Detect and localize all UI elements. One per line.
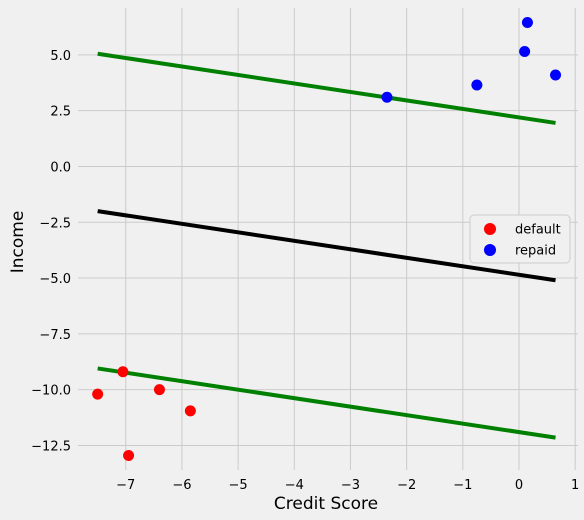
x-tick-label: −3 [341,478,360,493]
y-tick-label: 2.5 [50,105,71,120]
y-tick-label: −7.5 [39,328,71,343]
repaid-point [521,17,533,29]
legend-label-repaid: repaid [515,244,556,259]
default-point [92,388,104,400]
y-tick-label: −12.5 [31,439,71,454]
y-tick-label: −10.0 [31,384,71,399]
repaid-point [471,79,483,91]
legend: default repaid [469,214,571,264]
x-tick-label: −6 [172,478,191,493]
default-point [123,449,135,461]
y-tick-label: 5.0 [50,49,71,64]
repaid-point [519,46,531,58]
x-tick-label: −2 [397,478,416,493]
x-tick-label: 0 [515,478,523,493]
x-tick-label: −5 [229,478,248,493]
default-point [117,366,129,378]
fitted-lines [97,51,556,440]
y-tick-label: −2.5 [39,216,71,231]
repaid-point [550,69,562,81]
data-points [92,17,562,461]
y-tick-labels: 5.0 2.5 0.0 −2.5 −5.0 −7.5 −10.0 −12.5 [31,49,71,455]
default-point [153,384,165,396]
y-tick-label: 0.0 [50,160,71,175]
repaid-point [381,91,393,103]
x-tick-label: −7 [116,478,135,493]
upper-margin-line [97,51,556,125]
legend-label-default: default [515,223,561,238]
legend-marker-default [484,223,496,235]
x-tick-label: 1 [571,478,579,493]
x-tick-label: −4 [285,478,304,493]
legend-marker-repaid [484,244,496,256]
y-tick-label: −5.0 [39,272,71,287]
y-axis-label: Income [8,211,28,274]
x-tick-label: −1 [453,478,472,493]
default-point [184,405,196,417]
lower-margin-line [97,366,556,440]
x-axis-label: Credit Score [274,494,378,514]
decision-boundary-line [97,209,556,283]
x-tick-labels: −7 −6 −5 −4 −3 −2 −1 0 1 [116,478,579,493]
